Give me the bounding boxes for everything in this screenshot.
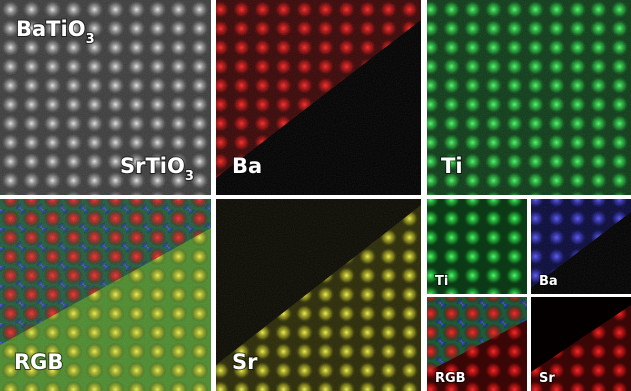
- panel-haadf: BaTiO3 SrTiO3: [0, 0, 211, 195]
- label: Ba: [232, 154, 262, 178]
- label: RGB: [435, 371, 466, 386]
- figure: BaTiO3 SrTiO3 Ba Ti RGB Sr Ti Ba: [0, 0, 631, 391]
- label-text: BaTiO: [16, 17, 86, 41]
- panel-ba-small: Ba: [531, 199, 631, 294]
- label: Ti: [435, 274, 448, 289]
- panel-sr: Sr: [216, 199, 421, 391]
- panel-ba: Ba: [216, 0, 421, 195]
- panel-rgb-small: RGB: [427, 297, 527, 391]
- label: Sr: [539, 371, 555, 386]
- panel-rgb: RGB: [0, 199, 211, 391]
- label: RGB: [14, 350, 63, 374]
- label: Ba: [539, 274, 558, 289]
- label-subscript: 3: [86, 32, 95, 47]
- panel-ti-small: Ti: [427, 199, 527, 294]
- label: Sr: [232, 350, 258, 374]
- label-text: SrTiO: [120, 154, 185, 178]
- panel-sr-small: Sr: [531, 297, 631, 391]
- label: Ti: [441, 154, 463, 178]
- label-subscript: 3: [185, 169, 194, 184]
- panel-ti: Ti: [427, 0, 631, 195]
